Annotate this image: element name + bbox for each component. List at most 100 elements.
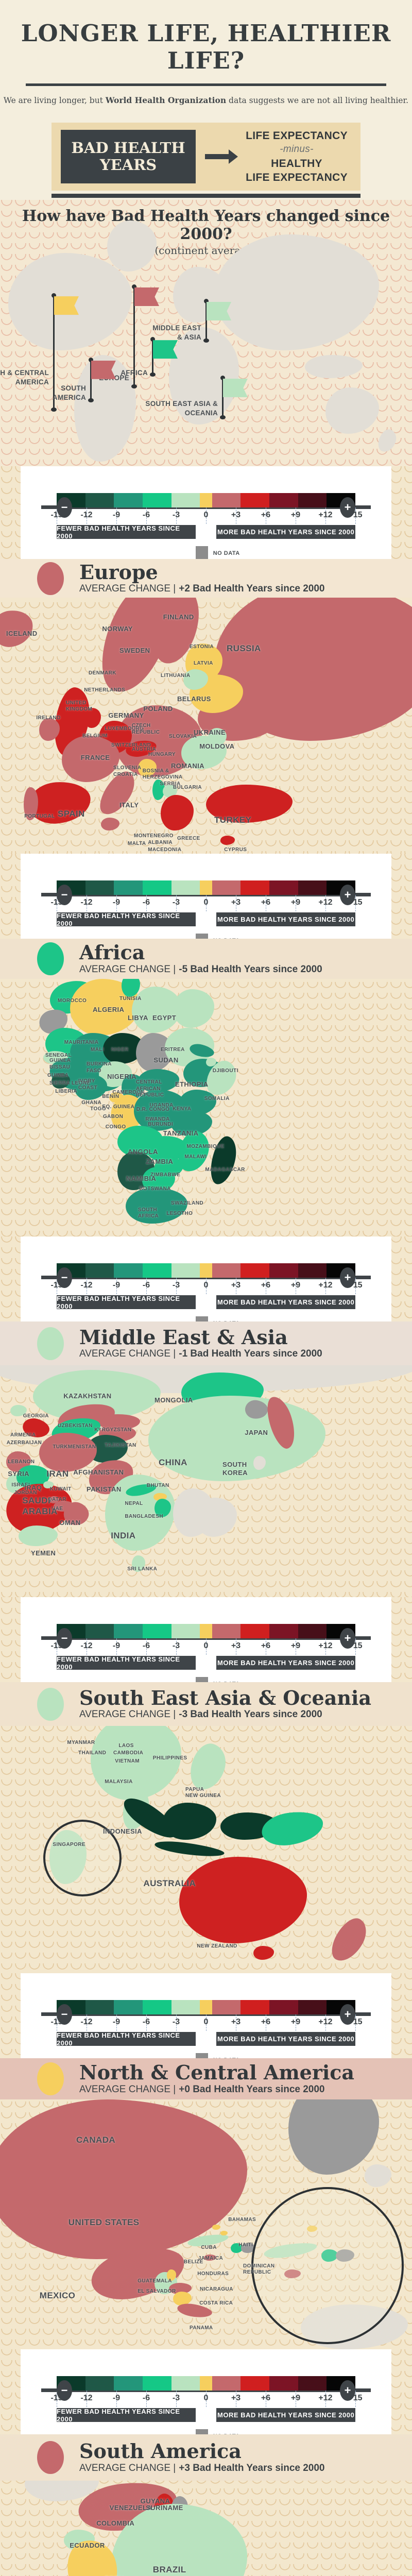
section-average: AVERAGE CHANGE | -5 Bad Health Years sinc… [79, 964, 322, 975]
country-label-line: OMAN [59, 1518, 81, 1527]
scale-ticks: -15 -12 -9 -6 -3 0 +3 +6 +9 +12 +15 [50, 895, 363, 912]
map-shape [39, 1432, 97, 1472]
country-label: MEXICO [40, 2290, 75, 2301]
tick-label: +3 [231, 511, 241, 519]
country-label-line: NEPAL [125, 1500, 143, 1506]
map-shape [305, 355, 363, 378]
tick-label: +6 [261, 1281, 271, 1290]
legend-swatch [142, 1263, 171, 1278]
country-label-line: D.R. CONGO [136, 1107, 170, 1112]
country-label: SUDAN [153, 1056, 178, 1064]
tick-label: -3 [172, 1641, 180, 1650]
country-label-line: ITALY [119, 801, 139, 809]
country-label-line: QATAR [47, 1497, 66, 1503]
section-title: South America [79, 2439, 242, 2463]
legend-swatch [171, 493, 200, 507]
country-label: JORDAN [14, 1490, 37, 1497]
country-label: HAITI [238, 2242, 253, 2249]
country-label-line: CZECH [132, 723, 151, 729]
map-shape [288, 2099, 379, 2175]
map-shape [183, 669, 208, 690]
tick-label: -12 [80, 511, 93, 519]
country-label-line: PERU [105, 2574, 124, 2576]
tick-line [146, 507, 147, 524]
country-label-line: CENTRAL [136, 1079, 162, 1085]
flag-label-line: OCEANIA [184, 409, 218, 417]
fewer-caption: FEWER BAD HEALTH YEARS SINCE 2000 [57, 524, 196, 540]
country-label: BENIN [102, 1094, 119, 1100]
country-label: TURKEY [214, 815, 251, 825]
average-prefix: AVERAGE CHANGE | [79, 1709, 176, 1720]
country-label: BOTSWANA [139, 1186, 171, 1193]
legend-swatch [85, 1263, 114, 1278]
legend-swatch [171, 1624, 200, 1638]
legend-scale: − + -15 -12 -9 -6 -3 0 +3 +6 +9 +12 +15 FEWER BAD HEA… [41, 880, 371, 954]
country-label: LATVIA [194, 660, 213, 667]
country-label-line: POLAND [143, 704, 173, 713]
country-label: DENMARK [89, 670, 116, 677]
country-label: PERU [105, 2574, 124, 2576]
country-label-line: HONDURAS [197, 2271, 229, 2277]
tick-label: -9 [112, 898, 121, 907]
tick-label: -12 [80, 1281, 93, 1290]
section-africa: Africa AVERAGE CHANGE | -5 Bad Health Yea… [0, 939, 412, 1236]
map-shape [10, 1404, 27, 1416]
country-label-line: MALAYSIA [105, 1779, 133, 1785]
country-label-line: TANZANIA [163, 1129, 199, 1137]
country-label: GERMANY [108, 711, 144, 720]
scale-swatches [57, 2376, 355, 2391]
tick-label: +12 [318, 898, 333, 907]
legend-swatch [85, 880, 114, 895]
legend-swatch [171, 2376, 200, 2391]
country-label: NIGERIA [107, 1073, 136, 1081]
section-europe: Europe AVERAGE CHANGE | +2 Bad Health Yea… [0, 559, 412, 854]
country-label: AZERBAIJAN [7, 1440, 42, 1447]
caption-gap [196, 2032, 217, 2046]
country-label-line: IRAN [46, 1468, 69, 1479]
country-label: POLAND [143, 705, 173, 713]
tick-label: +3 [231, 2018, 241, 2026]
legend-swatch [85, 2000, 114, 2014]
legend-swatch [114, 2376, 143, 2391]
country-label: SOMALIA [204, 1096, 230, 1103]
country-label-line: BURKINA [87, 1061, 112, 1067]
legend-card: − + -15 -12 -9 -6 -3 0 +3 +6 +9 +12 +15 FEWER BAD HEA… [21, 1236, 391, 1332]
country-label: PHILIPPINES [153, 1755, 187, 1762]
country-label: IRAQ [24, 1484, 42, 1492]
tick-line [176, 507, 177, 524]
hero-header: LONGER LIFE, HEALTHIER LIFE? We are livi… [0, 0, 412, 200]
scale-swatches [57, 2000, 355, 2014]
country-label-line: FRANCE [80, 754, 110, 762]
country-label: FINLAND [163, 613, 194, 621]
country-label: BURUNDI [148, 1122, 173, 1128]
title-divider [26, 83, 386, 86]
average-prefix: AVERAGE CHANGE | [79, 2462, 176, 2473]
country-label-line: FASO [87, 1067, 101, 1074]
fewer-caption: FEWER BAD HEALTH YEARS SINCE 2000 [57, 2408, 196, 2423]
formula-box: BAD HEALTH YEARS LIFE EXPECTANCY -minus-… [52, 123, 360, 191]
country-label: SENEGAL [45, 1053, 72, 1059]
map-shape [148, 1395, 325, 1481]
country-label-line: BOTSWANA [139, 1186, 171, 1192]
country-label-line: DENMARK [89, 670, 116, 676]
more-caption: MORE BAD HEALTH YEARS SINCE 2000 [216, 2032, 355, 2046]
country-label: CAMEROON [112, 1090, 145, 1096]
country-label-line: ARMENIA [10, 1432, 36, 1438]
legend-swatch [269, 1263, 298, 1278]
country-label: BELGIUM [82, 733, 108, 740]
country-label: EL SALVADOR [138, 2289, 176, 2295]
flag-pole [50, 293, 57, 412]
country-label-line: REPUBLIC [132, 729, 160, 735]
tick-line [146, 895, 147, 911]
country-label-line: CAMEROON [112, 1090, 145, 1095]
map-shape [186, 1739, 230, 1794]
map-shape [49, 1496, 59, 1503]
country-label-line: HUNGARY [148, 752, 176, 758]
country-label: MAURITANIA [64, 1040, 99, 1046]
country-label: HUNGARY [148, 752, 176, 758]
map-shape [260, 1808, 325, 1849]
country-label-line: EQ. GUINEA [102, 1104, 135, 1110]
country-label: NORWAY [102, 625, 132, 633]
tick-line [146, 1638, 147, 1655]
